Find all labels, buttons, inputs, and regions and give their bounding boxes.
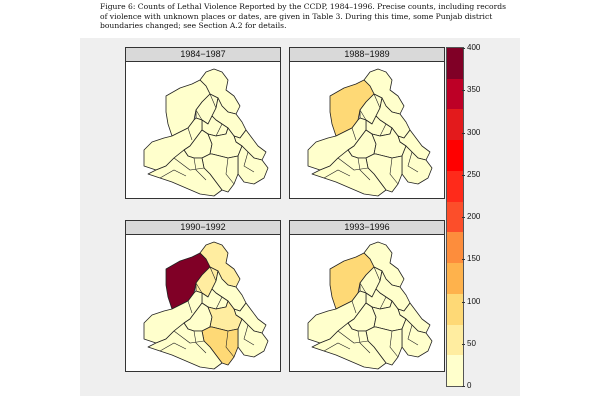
district-map (307, 241, 433, 370)
color-scale-legend (446, 47, 464, 387)
legend-tick-label: 0 (467, 381, 472, 390)
map-panel-1993-1996: 1993−1996 (289, 220, 445, 372)
district-map (143, 68, 269, 197)
legend-color-swatch (447, 293, 463, 325)
subdistrict-boundary (337, 157, 369, 171)
legend-color-swatch (447, 324, 463, 356)
legend-color-swatch (447, 263, 463, 294)
district-bathinda (311, 322, 387, 370)
subdistrict-boundary (389, 157, 399, 185)
legend-tick-label: 200 (467, 212, 481, 221)
subdistrict-boundary (323, 342, 351, 352)
subdistrict-boundary (195, 282, 203, 294)
subdistrict-boundary (209, 93, 217, 109)
subdistrict-boundary (173, 157, 205, 171)
subdistrict-boundary (193, 157, 207, 181)
subdistrict-boundary (379, 123, 387, 137)
legend-color-swatch (447, 355, 463, 386)
legend-tick-mark (462, 48, 465, 49)
district-bathinda (311, 149, 387, 197)
legend-tick-mark (462, 90, 465, 92)
legend-tick-label: 50 (467, 338, 476, 348)
subdistrict-boundary (407, 324, 419, 346)
legend-tick-label: 400 (467, 43, 481, 52)
legend-tick-mark (462, 301, 465, 303)
legend-tick-label: 300 (467, 127, 481, 137)
subdistrict-boundary (373, 266, 381, 282)
subdistrict-boundary (243, 324, 255, 346)
legend-color-swatch (447, 170, 463, 202)
district-bathinda (147, 149, 223, 197)
subdistrict-boundary (187, 127, 193, 141)
legend-color-swatch (447, 201, 463, 233)
subdistrict-boundary (351, 300, 357, 314)
map-panel-1984-1987: 1984−1987 (125, 47, 281, 199)
subdistrict-boundary (357, 157, 371, 181)
legend-color-swatch (447, 109, 463, 141)
subdistrict-boundary (243, 151, 255, 173)
figure-caption: Figure 6: Counts of Lethal Violence Repo… (100, 2, 506, 31)
subdistrict-boundary (195, 109, 203, 121)
district-map (143, 241, 269, 370)
subdistrict-boundary (389, 330, 399, 358)
subdistrict-boundary (359, 282, 367, 294)
subdistrict-boundary (225, 330, 235, 358)
legend-tick-label: 350 (467, 85, 481, 95)
subdistrict-boundary (173, 330, 205, 344)
subdistrict-boundary (379, 296, 387, 310)
subdistrict-boundary (359, 109, 367, 121)
legend-tick-label: 250 (467, 169, 481, 179)
subdistrict-boundary (215, 296, 223, 310)
panel-title: 1990−1992 (126, 221, 280, 235)
subdistrict-boundary (337, 330, 369, 344)
subdistrict-boundary (193, 330, 207, 354)
legend-tick-mark (462, 343, 465, 345)
district-map (307, 68, 433, 197)
legend-tick-mark (462, 132, 465, 134)
legend-tick-mark (462, 217, 465, 218)
map-panel-1988-1989: 1988−1989 (289, 47, 445, 199)
subdistrict-boundary (351, 127, 357, 141)
legend-tick-mark (462, 174, 465, 176)
subdistrict-boundary (159, 342, 187, 352)
district-bathinda (147, 322, 223, 370)
subdistrict-boundary (209, 266, 217, 282)
legend-color-swatch (447, 140, 463, 171)
legend-color-swatch (447, 78, 463, 110)
panel-title: 1988−1989 (290, 48, 444, 62)
panel-title: 1993−1996 (290, 221, 444, 235)
subdistrict-boundary (187, 300, 193, 314)
subdistrict-boundary (159, 169, 187, 179)
panel-title: 1984−1987 (126, 48, 280, 62)
legend-color-swatch (447, 232, 463, 264)
legend-tick-label: 100 (467, 296, 481, 306)
subdistrict-boundary (225, 157, 235, 185)
legend-tick-mark (462, 259, 465, 261)
legend-color-swatch (447, 48, 463, 79)
subdistrict-boundary (215, 123, 223, 137)
legend-tick-mark (462, 386, 465, 387)
subdistrict-boundary (323, 169, 351, 179)
subdistrict-boundary (407, 151, 419, 173)
subdistrict-boundary (357, 330, 371, 354)
legend-tick-label: 150 (467, 254, 481, 264)
subdistrict-boundary (373, 93, 381, 109)
map-panel-1990-1992: 1990−1992 (125, 220, 281, 372)
